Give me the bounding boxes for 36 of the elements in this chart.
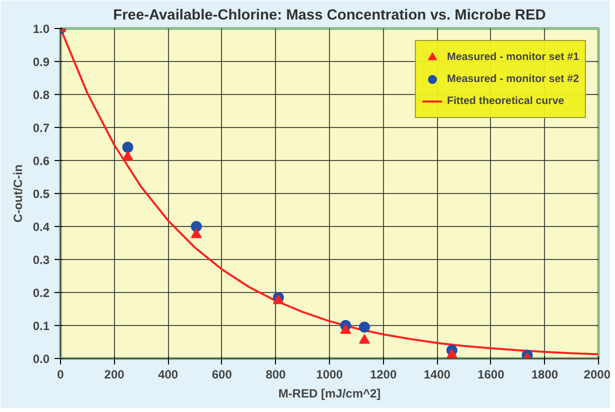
point (272, 294, 284, 304)
chart-title: Free-Available-Chlorine: Mass Concentration vs. Microbe RED (113, 8, 546, 24)
point (340, 324, 352, 334)
x-tick-label: 600 (212, 368, 232, 382)
x-tick-label: 1400 (424, 368, 451, 382)
legend-label: Measured - monitor set #2 (446, 73, 579, 85)
x-tick-label: 400 (158, 368, 178, 382)
y-tick-label: 0.0 (32, 352, 50, 366)
y-tick-label: 0.4 (32, 220, 50, 234)
x-tick-label: 1000 (316, 368, 344, 382)
point (446, 348, 458, 358)
x-tick-label: 2000 (584, 368, 611, 382)
y-tick-label: 0.1 (32, 319, 50, 333)
point (358, 322, 370, 333)
y-tick-label: 0.6 (32, 154, 50, 168)
x-tick-label: 1800 (531, 368, 558, 382)
y-tick-label: 0.2 (32, 286, 50, 300)
y-tick-label: 0.8 (32, 88, 50, 102)
point (358, 334, 370, 344)
y-axis-title: C-out/C-in (10, 164, 25, 222)
y-tick-label: 0.5 (32, 187, 50, 201)
point (190, 228, 202, 238)
y-tick-label: 0.7 (32, 121, 50, 135)
legend-label: Fitted theoretical curve (446, 95, 564, 107)
x-tick-label: 800 (266, 368, 286, 382)
y-tick-label: 0.3 (32, 253, 50, 267)
x-tick-label: 0 (57, 368, 64, 382)
legend-label: Measured - monitor set #1 (446, 51, 579, 63)
x-tick-label: 200 (104, 368, 125, 382)
point (190, 221, 202, 232)
x-tick-label: 1600 (478, 368, 505, 382)
x-axis-title: M-RED [mJ/cm^2] (278, 386, 381, 400)
y-tick-label: 1.0 (32, 22, 50, 36)
point (122, 142, 134, 153)
y-tick-label: 0.9 (32, 55, 50, 69)
x-tick-label: 1200 (370, 368, 397, 382)
